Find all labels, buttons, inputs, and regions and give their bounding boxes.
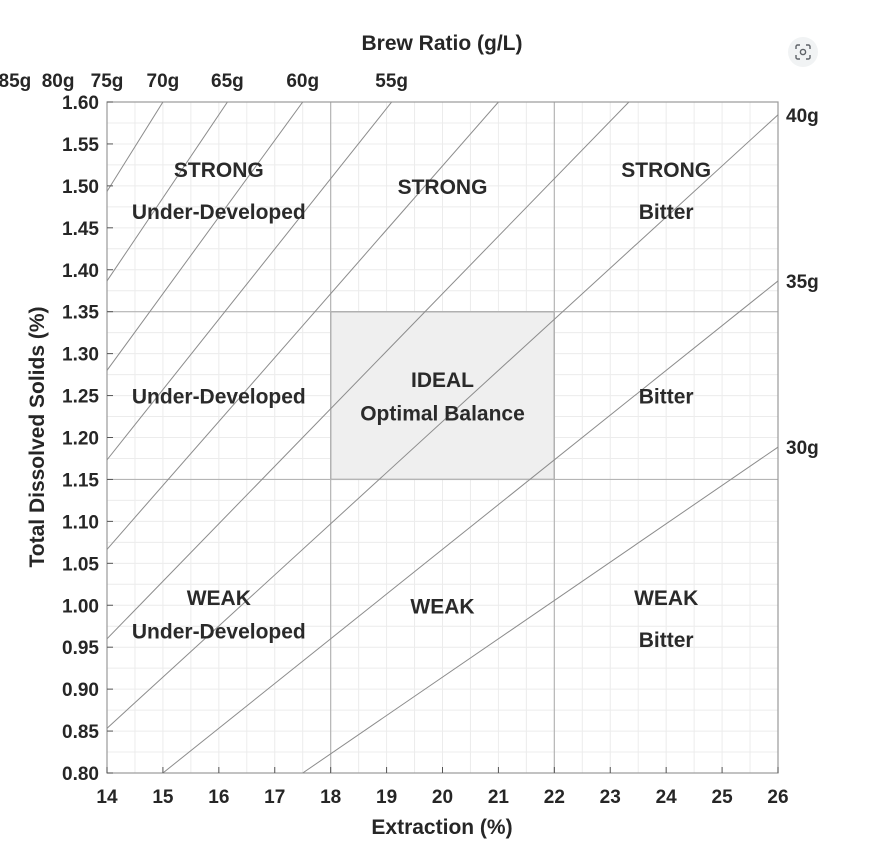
- region-label: Under-Developed: [132, 201, 306, 224]
- ratio-line-30g: [302, 446, 778, 773]
- chart-title: Brew Ratio (g/L): [362, 32, 523, 55]
- x-tick-label: 19: [376, 787, 397, 808]
- ratio-line-45g: [107, 102, 630, 640]
- y-tick-label: 0.85: [62, 722, 99, 743]
- ratio-label-85g: 85g: [0, 71, 31, 92]
- y-tick-label: 1.00: [62, 596, 99, 617]
- labels-layer: 90g85g80g75g70g65g60g55g50g45g40g35g30g1…: [0, 71, 819, 808]
- x-tick-label: 22: [544, 787, 565, 808]
- ratio-line-50g: [107, 102, 499, 551]
- x-tick-label: 21: [488, 787, 510, 808]
- ideal-box-layer: [106, 101, 779, 774]
- ratio-label-70g: 70g: [147, 71, 180, 92]
- x-tick-label: 15: [152, 787, 174, 808]
- y-tick-label: 1.10: [62, 512, 99, 533]
- y-axis-title: Total Dissolved Solids (%): [26, 307, 49, 568]
- region-label: Bitter: [639, 201, 694, 224]
- y-tick-label: 0.95: [62, 638, 99, 659]
- y-tick-label: 1.05: [62, 554, 99, 575]
- y-tick-label: 1.15: [62, 470, 99, 491]
- x-tick-label: 18: [320, 787, 341, 808]
- visual-search-glyph: [795, 44, 811, 60]
- ratio-line-55g: [107, 102, 393, 461]
- x-tick-label: 24: [656, 787, 678, 808]
- y-tick-label: 1.55: [62, 135, 99, 156]
- ratio-label-65g: 65g: [211, 71, 244, 92]
- x-tick-label: 20: [432, 787, 453, 808]
- y-tick-label: 0.90: [62, 680, 99, 701]
- y-tick-label: 1.30: [62, 345, 99, 366]
- ratio-line-65g: [107, 102, 228, 282]
- region-label: Bitter: [639, 386, 694, 409]
- x-tick-label: 23: [600, 787, 621, 808]
- y-tick-label: 0.80: [62, 764, 99, 785]
- ideal-box: [330, 311, 555, 481]
- region-label: STRONG: [398, 176, 488, 199]
- ratio-label-75g: 75g: [91, 71, 124, 92]
- x-tick-label: 25: [712, 787, 734, 808]
- y-tick-label: 1.35: [62, 303, 99, 324]
- region-label: STRONG: [174, 159, 264, 182]
- region-label: WEAK: [410, 595, 474, 618]
- y-tick-label: 1.25: [62, 387, 99, 408]
- ratio-label-80g: 80g: [42, 71, 75, 92]
- region-label: Bitter: [639, 629, 694, 652]
- ratio-line-85g: [0, 102, 15, 773]
- ratio-lines-layer: [0, 102, 778, 773]
- ratio-label-40g: 40g: [786, 106, 819, 127]
- ratio-label-30g: 30g: [786, 438, 819, 459]
- ratio-label-35g: 35g: [786, 272, 819, 293]
- y-tick-label: 1.50: [62, 177, 99, 198]
- region-label: Optimal Balance: [360, 402, 525, 425]
- region-label: Under-Developed: [132, 620, 306, 643]
- region-label: IDEAL: [411, 369, 474, 392]
- y-tick-label: 1.40: [62, 261, 99, 282]
- x-tick-label: 17: [264, 787, 285, 808]
- x-tick-label: 16: [208, 787, 229, 808]
- ratio-line-35g: [162, 280, 778, 773]
- region-label: STRONG: [621, 159, 711, 182]
- ratio-line-40g: [107, 114, 778, 729]
- x-axis-title: Extraction (%): [371, 816, 512, 839]
- y-tick-label: 1.60: [62, 93, 99, 114]
- region-label: Under-Developed: [132, 386, 306, 409]
- region-label: WEAK: [187, 587, 251, 610]
- ratio-line-60g: [107, 102, 304, 372]
- ratio-label-55g: 55g: [375, 71, 408, 92]
- x-tick-label: 14: [96, 787, 118, 808]
- ratio-label-60g: 60g: [286, 71, 319, 92]
- x-tick-label: 26: [767, 787, 788, 808]
- region-label: WEAK: [634, 587, 698, 610]
- y-tick-label: 1.45: [62, 219, 99, 240]
- y-tick-label: 1.20: [62, 429, 99, 450]
- visual-search-icon[interactable]: [788, 37, 818, 67]
